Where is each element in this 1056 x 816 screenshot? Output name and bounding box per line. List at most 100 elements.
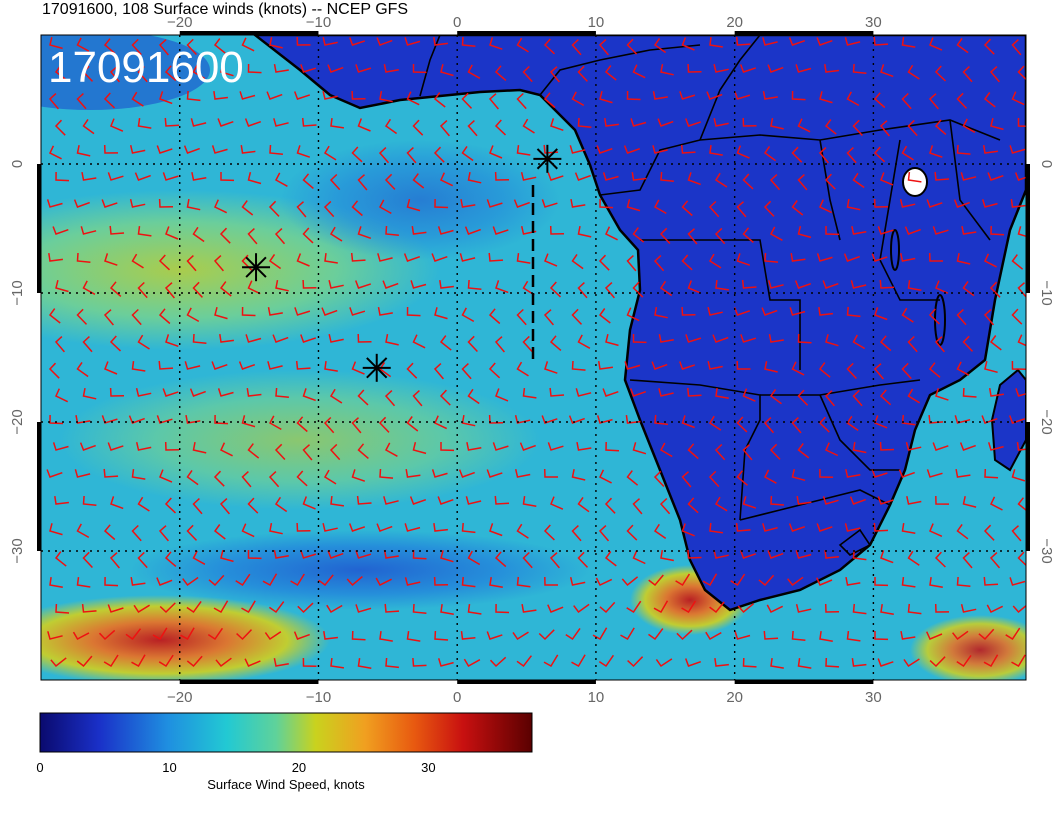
wind-barb (406, 199, 421, 212)
wind-barb (376, 523, 393, 532)
wind-barb (547, 604, 564, 613)
wind-barb (816, 37, 833, 46)
wind-barb (55, 280, 69, 293)
wind-barb (186, 198, 201, 211)
wind-barb (110, 118, 124, 132)
africa-land (252, 35, 1026, 612)
wind-barb (186, 524, 198, 541)
wind-barb (990, 118, 1004, 131)
wind-barb (791, 417, 802, 434)
wind-barb (412, 442, 427, 455)
wind-barb (962, 552, 973, 569)
wind-barb (907, 119, 918, 137)
wind-barb (109, 335, 122, 352)
wind-barb (159, 469, 173, 483)
wind-barb (348, 523, 366, 532)
wind-barb (464, 226, 481, 235)
wind-barb (486, 199, 503, 208)
wind-barb (520, 172, 537, 181)
wind-barb (714, 227, 726, 245)
wind-barb (843, 253, 860, 262)
wind-barb (758, 574, 775, 587)
wind-barb (220, 172, 235, 182)
wind-barb (653, 37, 667, 54)
wind-barb (76, 252, 91, 263)
wind-barb (82, 387, 97, 400)
wind-barb (219, 333, 234, 343)
wind-barb (659, 280, 673, 297)
lon-tick-label-bottom: −10 (306, 689, 331, 706)
wind-barb (592, 627, 608, 641)
wind-barb (903, 658, 920, 668)
wind-barb (906, 496, 922, 505)
wind-barb (715, 387, 729, 399)
wind-barb (274, 228, 286, 245)
wind-barb (327, 550, 344, 559)
wind-barb (926, 631, 943, 640)
wind-barb (328, 334, 344, 343)
wind-barb (605, 441, 620, 452)
wind-barb (706, 91, 723, 100)
frame-segment (179, 680, 319, 684)
wind-barb (75, 415, 91, 424)
wind-barb (880, 64, 894, 78)
wind-barb (873, 146, 886, 163)
wind-barb (543, 38, 556, 55)
wind-barb (220, 442, 233, 457)
wind-barb (764, 469, 777, 484)
wind-barb (186, 600, 202, 614)
wind-barb (107, 604, 124, 613)
wind-barb (989, 335, 1002, 351)
wind-barb (620, 627, 635, 641)
wind-barb (730, 573, 746, 587)
wind-barb (467, 171, 482, 184)
wind-barb (152, 627, 168, 641)
wind-barb (632, 281, 644, 298)
wind-barb (137, 117, 152, 129)
wind-barb (82, 118, 95, 135)
wind-barb (192, 550, 206, 565)
lake-victoria (902, 167, 928, 197)
wind-barb (296, 201, 307, 218)
wind-barb (385, 333, 399, 346)
wind-barb (236, 629, 253, 641)
wind-barb (687, 63, 702, 73)
wind-barb (55, 388, 69, 403)
wind-barb (880, 172, 894, 186)
wind-barb (213, 524, 226, 540)
wind-barb (129, 145, 146, 154)
wind-barb (932, 226, 949, 235)
wind-barb (934, 119, 947, 135)
wind-barb (241, 306, 256, 317)
wind-barb (741, 279, 757, 289)
wind-barb (791, 146, 803, 163)
wind-barb (440, 442, 455, 452)
wind-barb (657, 118, 674, 127)
wind-barb (1017, 551, 1026, 567)
wind-barb (101, 415, 118, 424)
lon-tick-label-top: 10 (588, 14, 605, 31)
wind-barb (544, 253, 558, 267)
wind-barb (158, 39, 169, 56)
wind-barb (48, 252, 63, 262)
wind-barb (329, 173, 341, 191)
wind-barb (543, 92, 556, 109)
wind-barb (300, 334, 317, 343)
wind-barb (318, 574, 334, 587)
wind-barb (379, 199, 392, 215)
wind-barb (928, 308, 940, 325)
wind-barb (293, 631, 310, 640)
wind-barb (296, 36, 311, 46)
wind-barb (962, 496, 977, 508)
wind-barb (211, 361, 228, 370)
wind-barb (272, 334, 289, 343)
wind-barb (516, 92, 527, 110)
wind-barb (488, 93, 499, 110)
wind-barb (988, 387, 1005, 397)
wind-barb (824, 390, 835, 407)
wind-barb (375, 577, 392, 586)
wind-barb (714, 657, 729, 667)
wind-barb (899, 199, 916, 208)
wind-barb (714, 443, 726, 461)
wind-barb (521, 603, 537, 613)
